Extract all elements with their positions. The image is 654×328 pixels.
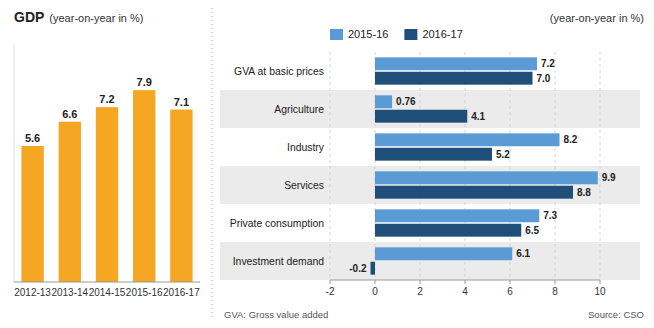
y-tick-label: Industry — [287, 142, 325, 153]
data-label: 8.8 — [577, 187, 591, 198]
legend-label: 2015-16 — [348, 28, 388, 40]
data-label: 7.0 — [537, 73, 551, 84]
bar — [170, 110, 192, 282]
bar — [133, 90, 155, 282]
bar — [96, 107, 118, 282]
data-label: 5.2 — [496, 149, 510, 160]
x-tick — [465, 280, 466, 284]
data-label: 7.3 — [543, 210, 557, 221]
data-label: 6.6 — [62, 108, 77, 120]
bar — [59, 122, 81, 282]
bar — [375, 247, 512, 260]
x-tick-label: 2015-16 — [126, 287, 163, 298]
grid-line — [420, 52, 421, 280]
chart-subtitle: (year-on-year in %) — [49, 12, 143, 24]
row-band — [220, 166, 640, 204]
x-tick-label: 2016-17 — [163, 287, 200, 298]
figure: GDP(year-on-year in %)5.66.67.27.97.1201… — [0, 0, 654, 328]
legend-swatch — [404, 29, 417, 40]
grid-line — [555, 52, 556, 280]
annotation: GVA: Gross value added — [224, 309, 328, 320]
bar — [375, 186, 573, 199]
background — [0, 0, 654, 328]
data-labels: 5.6 6.6 7.2 7.9 7.1 — [25, 76, 189, 144]
data-label: 8.2 — [564, 134, 578, 145]
grid — [330, 52, 600, 280]
grid-line — [510, 52, 511, 280]
grid-line — [465, 52, 466, 280]
x-tick — [510, 280, 511, 284]
data-label: 7.2 — [541, 58, 555, 69]
bars — [21, 90, 192, 282]
data-label: 7.9 — [137, 76, 152, 88]
legend-swatch — [330, 29, 343, 40]
x-axis-line — [14, 282, 200, 283]
data-label: 5.6 — [25, 132, 40, 144]
annotation: Source: CSO — [588, 309, 644, 320]
x-tick — [600, 280, 601, 284]
grid-line — [330, 52, 331, 280]
x-tick-label: 2012-13 — [14, 287, 51, 298]
y-tick-label: Services — [284, 180, 324, 191]
data-labels: 7.2 7.0 0.76 4.1 8.2 5.2 9.9 8.8 7.3 6.5 6.1 -0.2 — [349, 58, 616, 273]
data-label: 9.9 — [602, 172, 616, 183]
bar — [375, 95, 392, 108]
legend: 2015-16 2016-17 — [330, 28, 463, 40]
data-label: 4.1 — [471, 111, 485, 122]
bar — [371, 262, 376, 275]
x-tick — [420, 280, 421, 284]
bar — [375, 57, 537, 70]
data-label: 7.2 — [99, 93, 114, 105]
y-tick-label: Agriculture — [274, 104, 324, 115]
x-tick — [555, 280, 556, 284]
legend-label: 2016-17 — [422, 28, 462, 40]
separator — [212, 8, 213, 320]
bar — [375, 133, 560, 146]
data-label: -0.2 — [349, 263, 367, 274]
row-band — [220, 242, 640, 280]
bar — [375, 110, 467, 123]
x-tick-label: 4 — [462, 286, 468, 297]
bars — [371, 57, 598, 274]
chart-subtitle: (year-on-year in %) — [550, 12, 644, 24]
data-label: 7.1 — [174, 96, 189, 108]
x-tick-label: 2014-15 — [89, 287, 126, 298]
y-tick-label: Investment demand — [233, 256, 324, 267]
y-tick-label: Private consumption — [230, 218, 324, 229]
x-tick-label: 10 — [594, 286, 606, 297]
row-shading — [220, 90, 640, 280]
y-tick-label: GVA at basic prices — [234, 66, 324, 77]
x-axis-line — [330, 280, 600, 281]
x-tick-label: 0 — [372, 286, 378, 297]
data-label: 6.5 — [525, 225, 539, 236]
bar — [375, 171, 598, 184]
y-axis-line — [14, 44, 15, 282]
grid-line — [600, 52, 601, 280]
bar — [375, 224, 521, 237]
x-tick-label: 6 — [507, 286, 513, 297]
bar — [375, 72, 533, 85]
bar — [375, 209, 539, 222]
x-tick-label: 8 — [552, 286, 558, 297]
data-label: 0.76 — [396, 96, 416, 107]
grid-line — [375, 52, 376, 280]
x-tick-label: 2 — [417, 286, 423, 297]
bar — [375, 148, 492, 161]
bar — [21, 146, 43, 282]
x-tick-label: 2013-14 — [51, 287, 88, 298]
x-tick-label: -2 — [326, 286, 335, 297]
chart-title: GDP — [14, 9, 44, 25]
x-tick — [375, 280, 376, 284]
data-label: 6.1 — [516, 248, 530, 259]
x-tick — [330, 280, 331, 284]
row-band — [220, 90, 640, 128]
